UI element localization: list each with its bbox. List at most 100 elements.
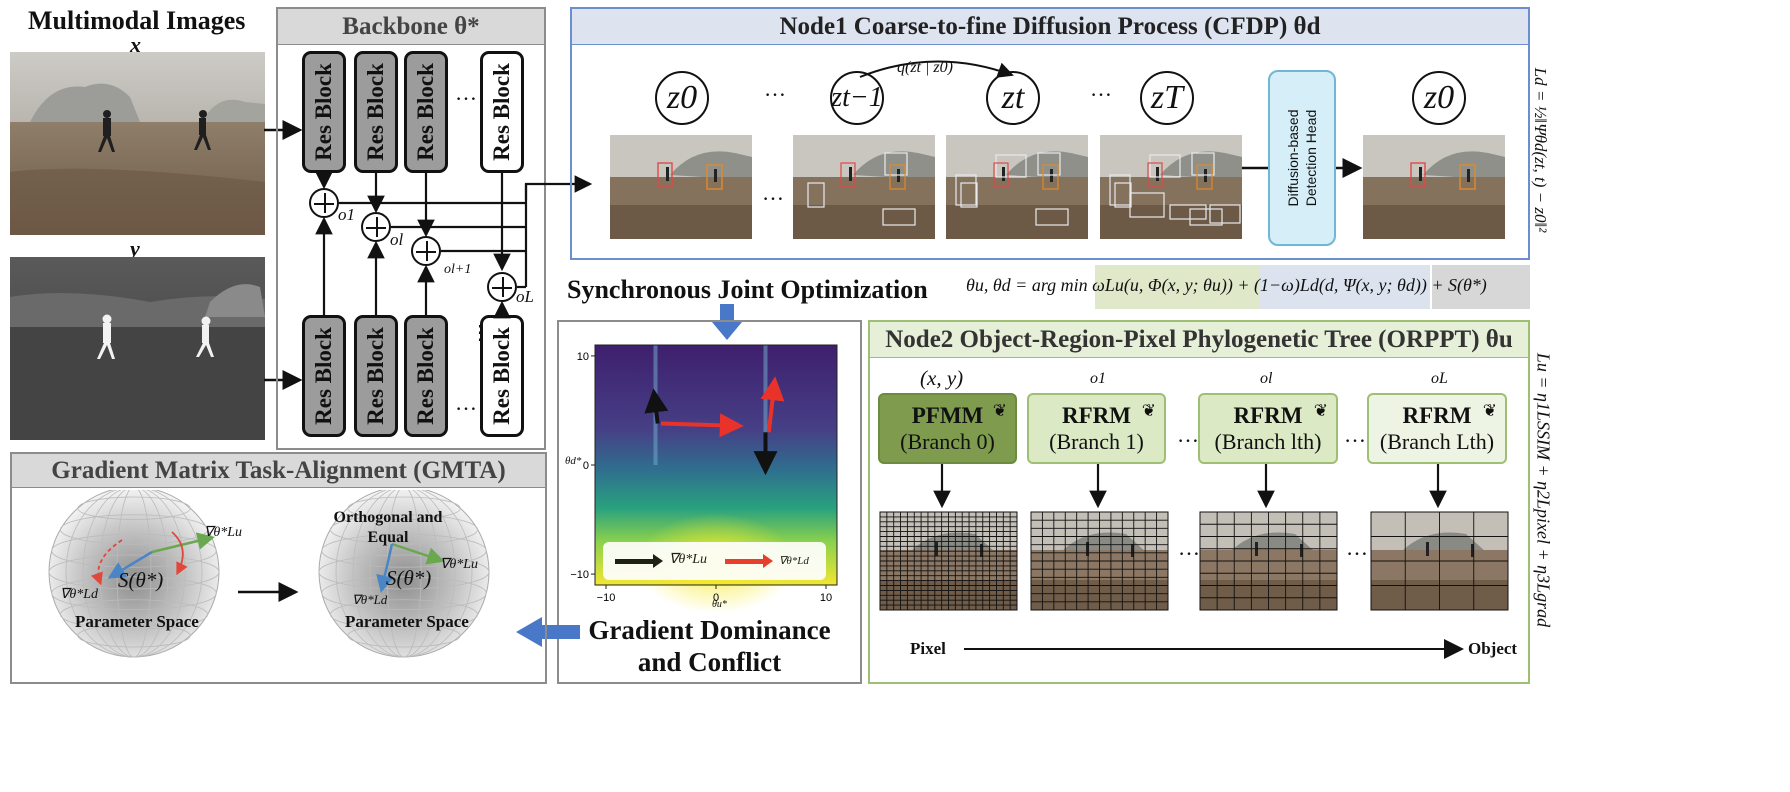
scale-grid [1199, 511, 1338, 611]
plot-legend: ∇θ*Lu ∇θ*Ld [603, 542, 826, 580]
state-zt-minus-1: zt−1 [830, 71, 884, 125]
gmta-left-space: Parameter Space [75, 612, 199, 631]
legend-u-arrow [615, 559, 655, 564]
sum-node-1 [309, 188, 339, 218]
state-zT: zT [1140, 71, 1194, 125]
x-label: x [130, 32, 141, 57]
gmta-right-space: Parameter Space [345, 612, 469, 631]
orppt-title: Node2 Object-Region-Pixel Phylogenetic T… [870, 322, 1528, 358]
y-tick-label: 10 [577, 351, 589, 363]
cfdp-ellipsis-2: … [1090, 76, 1112, 101]
grid-ellipsis-1: … [1178, 535, 1200, 560]
legend-d-arrowhead [763, 554, 773, 568]
scale-grid [1370, 511, 1509, 611]
cfdp-ellipsis-1: … [764, 76, 786, 101]
backbone-connections [315, 171, 528, 319]
y-label: y [130, 236, 140, 261]
branch-l-input: ol [1260, 370, 1273, 387]
input-arrows [264, 120, 303, 390]
y-tick-label: 0 [583, 460, 589, 472]
legend-u-arrowhead [653, 554, 663, 568]
output-ol-label: ol [390, 230, 404, 249]
plot-x-axis-label: θu* [712, 599, 727, 610]
multimodal-images-title: Multimodal Images [28, 6, 246, 35]
x-tick-label: −10 [597, 592, 616, 604]
gmta-right-note: Orthogonal and Equal [333, 509, 443, 546]
sjo-down-arrow [712, 304, 742, 340]
parameter-sphere-right [318, 490, 490, 658]
grid-ellipsis-2: … [1346, 535, 1368, 560]
res-block-top-1: Res Block [302, 51, 346, 173]
state-z0-start: z0 [655, 71, 709, 125]
cfdp-frame [1363, 135, 1505, 239]
gmta-left-grad-d: ∇θ*Ld [60, 587, 99, 602]
sjo-equation: θu, θd = arg min ωLu(u, Φ(x, y; θu)) + (… [966, 275, 1487, 295]
parameter-sphere-left [48, 490, 220, 658]
gradient-arrow [644, 388, 669, 424]
state-z0-end: z0 [1412, 71, 1466, 125]
branch-1-rfrm: RFRM (Branch 1) ❦ [1027, 393, 1166, 464]
axis-pixel-label: Pixel [910, 639, 946, 658]
gradient-arrow [660, 413, 744, 438]
transition-label: q(zt | z0) [897, 59, 953, 76]
gradient-arrow [760, 376, 785, 433]
branch-ellipsis-2: … [1344, 422, 1366, 447]
backbone-panel [276, 7, 546, 450]
scale-grid [879, 511, 1018, 611]
gmta-left-center: S(θ*) [118, 568, 164, 592]
gmta-right-grad-u: ∇θ*Lu [440, 557, 479, 572]
legend-d-arrow [725, 559, 765, 564]
top-ellipsis: … [455, 80, 477, 105]
cfdp-frames [610, 135, 1505, 239]
cfdp-frame [793, 135, 935, 239]
legend-u-label: ∇θ*Lu [669, 552, 708, 567]
cfdp-ellipsis-3: … [762, 180, 784, 205]
infrared-image [10, 257, 265, 440]
cfdp-panel [570, 7, 1530, 260]
orppt-grids [879, 464, 1509, 659]
backbone-to-cfdp-arrow [524, 175, 593, 200]
branch-0-pfmm: PFMM (Branch 0) ❦ [878, 393, 1017, 464]
branch-L-rfrm: RFRM (Branch Lth) ❦ [1367, 393, 1507, 464]
gmta-left-grad-u: ∇θ*Lu [204, 525, 243, 540]
x-tick-label: 0 [713, 592, 719, 604]
gmta-spheres [48, 490, 490, 658]
orppt-loss: Lu = η1LSSIM + η2Lpixel + η3Lgrad [1533, 352, 1554, 628]
gmta-panel [10, 452, 547, 684]
sprout-icon: ❦ [1141, 401, 1156, 420]
output-oL-label: oL [516, 287, 534, 306]
branch-L-input: oL [1431, 370, 1448, 387]
sjo-equation-box: θu, θd = arg min ωLu(u, Φ(x, y; θu)) + (… [960, 265, 1530, 309]
sjo-title: Synchronous Joint Optimization [567, 275, 928, 304]
cfdp-frame [946, 135, 1088, 239]
y-tick-label: −10 [570, 569, 589, 581]
scale-grid [1030, 511, 1169, 611]
axis-object-label: Object [1468, 639, 1518, 658]
sprout-icon: ❦ [992, 401, 1007, 420]
gradient-plot-panel [557, 320, 862, 684]
visible-image [10, 52, 265, 235]
sum-node-l-plus-1 [411, 236, 441, 266]
res-block-top-3: Res Block [404, 51, 448, 173]
legend-d-label: ∇θ*Ld [779, 555, 809, 567]
transition-arc [859, 60, 1014, 78]
cfdp-frame [1100, 135, 1242, 239]
res-block-top-last: Res Block [480, 51, 524, 173]
sprout-icon: ❦ [1482, 401, 1497, 420]
res-block-top-2: Res Block [354, 51, 398, 173]
output-ol1-label: ol+1 [444, 262, 472, 277]
backbone-title: Backbone θ* [278, 9, 544, 45]
orppt-panel [868, 320, 1530, 684]
bottom-ellipsis: … [455, 390, 477, 415]
plot-y-axis-label: θd* [565, 455, 582, 467]
sprout-icon: ❦ [1313, 401, 1328, 420]
res-block-bottom-1: Res Block [302, 315, 346, 437]
cfdp-loss: Ld = ½‖Ψθd(zt, t) − z0‖² [1531, 67, 1550, 233]
res-block-bottom-3: Res Block [404, 315, 448, 437]
branch-1-input: o1 [1090, 370, 1106, 387]
cfdp-title: Node1 Coarse-to-fine Diffusion Process (… [572, 9, 1528, 45]
x-tick-label: 10 [820, 592, 832, 604]
gmta-title: Gradient Matrix Task-Alignment (GMTA) [12, 454, 545, 488]
gmta-right-center: S(θ*) [386, 566, 432, 590]
output-o1-label: o1 [338, 205, 355, 224]
